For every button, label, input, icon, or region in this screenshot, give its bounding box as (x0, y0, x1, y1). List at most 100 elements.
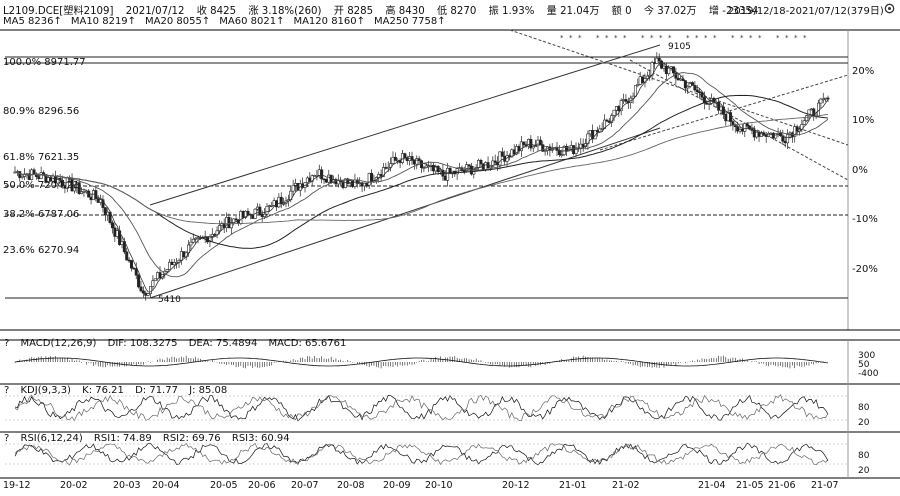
kdj-line (14, 394, 829, 422)
x-tick-label: 21-07 (811, 480, 839, 491)
signal-marker: * (794, 34, 798, 42)
help-icon[interactable]: ? (4, 338, 10, 349)
kdj-line (14, 394, 829, 422)
candle-body (274, 200, 278, 208)
candle-body (182, 251, 186, 258)
candle-body (781, 135, 785, 142)
kdj-d: D: 71.77 (135, 385, 178, 396)
candle-body (740, 128, 744, 132)
ma-line (14, 62, 829, 293)
fib-level-label: 61.8% 7621.35 (3, 152, 80, 163)
candle-body (125, 251, 129, 261)
macd-dea: DEA: 75.4894 (188, 338, 258, 349)
candle-body (512, 149, 516, 155)
x-tick-label: 21-01 (559, 480, 587, 491)
x-tick-label: 21-06 (768, 480, 796, 491)
candle-body (719, 106, 723, 111)
trend-line-up (599, 74, 849, 151)
candle-body (370, 173, 374, 183)
candle-body (667, 67, 671, 75)
rsi-scale-low: 20 (858, 466, 870, 476)
candle-body (439, 169, 443, 173)
candle-body (745, 123, 749, 127)
trend-line-lower (149, 127, 661, 299)
rsi-scale-high: 80 (858, 451, 870, 461)
close-price: 收 8425 (196, 6, 237, 17)
signal-marker: * (785, 34, 789, 42)
candle-body (110, 222, 114, 229)
candle-body (645, 75, 649, 79)
ma-legend-item: MA250 7758↑ (374, 16, 446, 27)
candle-body (755, 131, 759, 138)
candle-body (270, 205, 274, 207)
signal-marker: * (713, 34, 717, 42)
candle-body (605, 119, 609, 122)
candle-body (824, 97, 828, 100)
x-tick-label: 21-02 (612, 480, 640, 491)
macd-value: MACD: 65.6761 (268, 338, 347, 349)
candle-body (631, 95, 635, 99)
x-tick-label: 20-04 (152, 480, 180, 491)
signal-marker: * (560, 34, 564, 42)
candle-body (738, 128, 742, 132)
macd-dif-line (14, 357, 829, 367)
candle-body (500, 151, 504, 157)
candle-body (743, 123, 747, 132)
candle-body (106, 211, 110, 216)
candle-body (282, 203, 286, 205)
x-tick-label: 20-05 (210, 480, 238, 491)
candle-body (381, 167, 385, 177)
candle-body (87, 190, 91, 198)
candle-body (655, 57, 659, 64)
candle-body (168, 261, 172, 270)
candle-body (99, 199, 103, 203)
kdj-name: KDJ(9,3,3) (20, 385, 71, 396)
candle-body (698, 91, 702, 94)
gear-icon[interactable] (883, 2, 896, 15)
candle-body (795, 126, 799, 132)
ma-legend-item: MA120 8160↑ (293, 16, 366, 27)
help-icon[interactable]: ? (4, 433, 10, 444)
candle-body (617, 106, 621, 112)
candle-body (279, 196, 283, 205)
x-tick-label: 20-03 (113, 480, 141, 491)
rsi-1: RSI1: 74.89 (93, 433, 152, 444)
candle-body (543, 150, 547, 152)
candle-body (519, 141, 523, 152)
signal-marker: * (605, 34, 609, 42)
x-tick-label: 20-07 (291, 480, 319, 491)
price-chart[interactable]: * * * * * * * * * * * * * * * * * * * * * * * (0, 0, 900, 340)
candle-body (149, 286, 153, 294)
candle-body (172, 262, 176, 266)
candle-body (139, 286, 143, 292)
candle-body (137, 274, 141, 288)
x-tick-label: 21-05 (736, 480, 764, 491)
candle-body (39, 172, 43, 179)
candle-body (170, 261, 174, 266)
candle-body (588, 130, 592, 135)
signal-marker: * (596, 34, 600, 42)
candle-body (467, 164, 471, 167)
candle-body (786, 134, 790, 144)
candle-body (805, 115, 809, 122)
indicator-panels[interactable] (0, 336, 900, 496)
candle-body (291, 185, 295, 192)
candle-body (246, 210, 250, 215)
candle-body (313, 175, 317, 177)
percent-tick: -20% (852, 264, 878, 275)
oi-change: 增 -23354 (708, 6, 759, 17)
help-icon[interactable]: ? (4, 385, 10, 396)
candle-body (479, 160, 483, 165)
candle-body (705, 102, 709, 105)
candle-body (389, 163, 393, 168)
macd-label: ? MACD(12,26,9) DIF: 108.3275 DEA: 75.48… (4, 338, 354, 349)
candle-body (493, 160, 497, 163)
signal-marker: * (758, 34, 762, 42)
rsi-2: RSI2: 69.76 (162, 433, 221, 444)
x-tick-label: 20-09 (383, 480, 411, 491)
candle-body (686, 86, 690, 89)
candle-body (227, 217, 231, 229)
candle-body (305, 177, 309, 183)
candle-body (403, 153, 407, 158)
trend-line-down-2 (509, 29, 849, 146)
